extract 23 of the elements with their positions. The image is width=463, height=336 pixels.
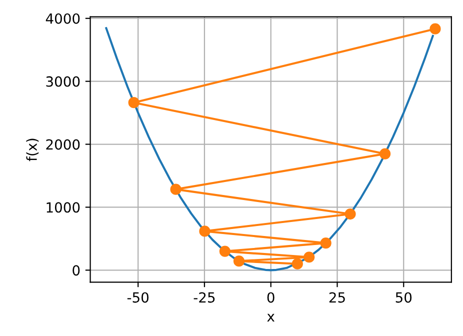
x-tick-label: 50 [396, 292, 412, 303]
y-tick-label: 0 [72, 265, 80, 276]
x-tick-label: 0 [267, 292, 274, 303]
point [320, 238, 332, 249]
point [304, 252, 315, 263]
point [170, 184, 182, 195]
y-axis-title: f(x) [26, 138, 39, 162]
y-tick-label: 1000 [46, 202, 80, 213]
point [344, 208, 356, 220]
x-tick-label: 25 [329, 292, 345, 303]
point [430, 23, 441, 34]
x-tick-label: -25 [194, 292, 215, 303]
x-axis-title: x [267, 314, 275, 322]
point [292, 258, 303, 270]
point [128, 97, 140, 108]
y-tick-label: 2000 [46, 139, 80, 150]
y-tick-label: 3000 [46, 76, 80, 87]
point [219, 246, 230, 257]
x-tick-label: -50 [127, 292, 149, 303]
y-tick-label: 4000 [46, 13, 80, 24]
point [199, 226, 210, 237]
point [379, 148, 391, 160]
point [233, 256, 245, 267]
